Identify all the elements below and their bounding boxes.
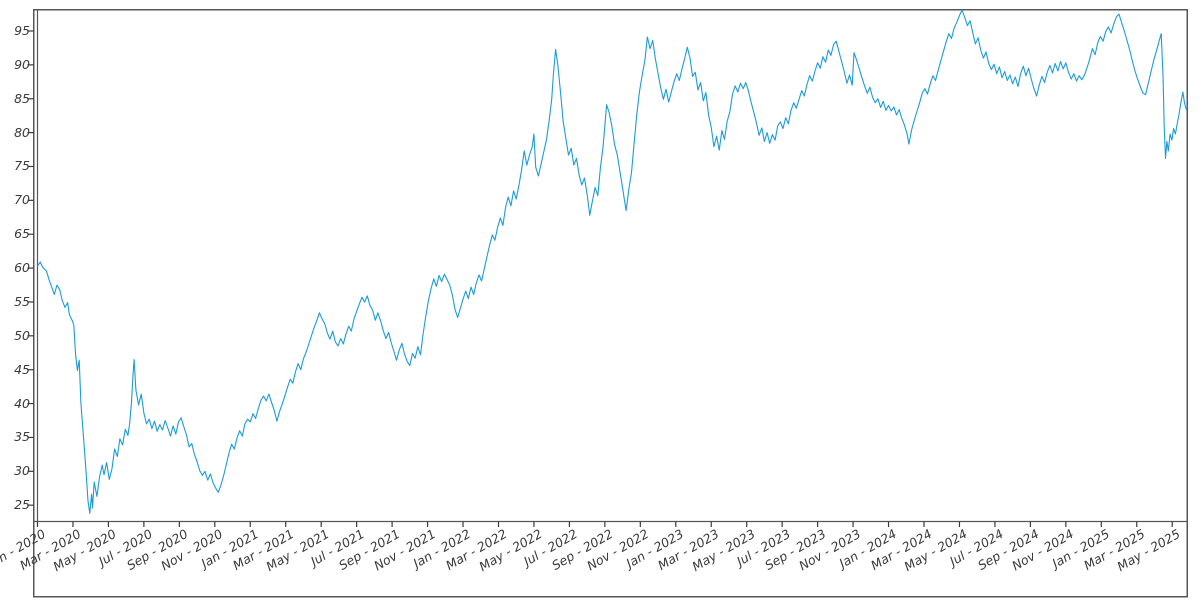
y-tick-label: 85 [14, 90, 30, 106]
figure-border [33, 9, 1188, 598]
y-tick-label: 70 [14, 192, 30, 208]
y-tick-label: 25 [14, 497, 30, 513]
y-tick-label: 75 [14, 158, 30, 174]
y-tick-label: 55 [14, 293, 30, 309]
y-tick-label: 60 [14, 260, 30, 276]
y-tick-label: 90 [14, 56, 30, 72]
price-series-line [37, 9, 1188, 514]
y-tick-label: 35 [14, 429, 30, 445]
y-tick-label: 30 [14, 463, 30, 479]
y-tick-label: 40 [14, 395, 30, 411]
y-tick-label: 80 [14, 124, 30, 140]
y-tick-label: 50 [14, 327, 30, 343]
y-tick-label: 45 [14, 361, 30, 377]
y-tick-label: 95 [14, 23, 30, 38]
y-tick-label: 65 [14, 226, 30, 242]
